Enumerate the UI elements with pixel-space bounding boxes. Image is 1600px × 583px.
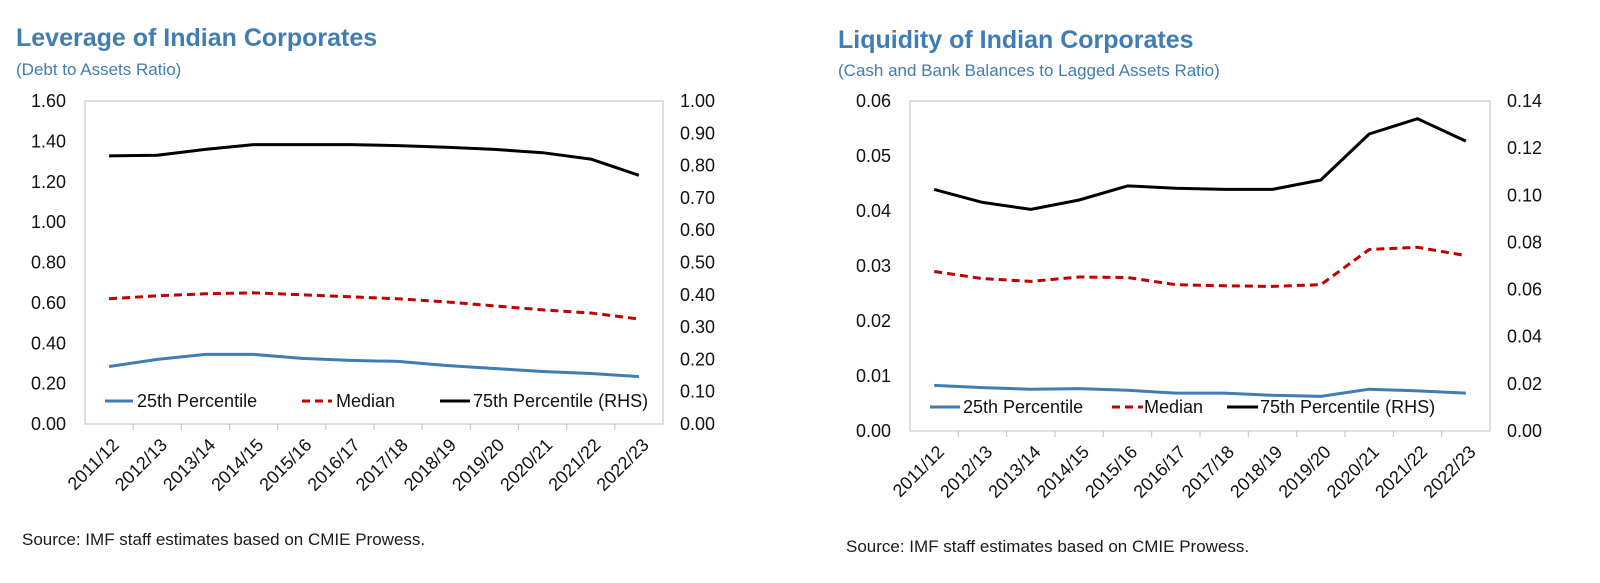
y-axis-left-tick-label: 0.02: [856, 311, 891, 331]
y-axis-right-tick-label: 1.00: [680, 91, 715, 111]
liquidity-line-chart: 0.00 0.01 0.02 0.03 0.04 0.05 0.06 0.00 0.02 0.04…: [856, 91, 1542, 502]
plot-area-frame: [909, 100, 1491, 432]
legend-label: 25th Percentile: [963, 397, 1083, 417]
x-axis-category-label: 2012/13: [111, 435, 171, 495]
y-axis-right-tick-label: 0.30: [680, 317, 715, 337]
x-axis-category-label: 2013/14: [985, 442, 1045, 502]
y-axis-left-tick-label: 0.05: [856, 146, 891, 166]
x-axis-category-label: 2016/17: [304, 435, 364, 495]
y-axis-right-tick-label: 0.10: [680, 382, 715, 402]
y-axis-right-tick-label: 0.10: [1507, 185, 1542, 205]
x-axis-category-label: 2019/20: [448, 435, 508, 495]
y-axis-right-tick-label: 0.08: [1507, 232, 1542, 252]
y-axis-right-tick-label: 0.02: [1507, 374, 1542, 394]
y-axis-right-tick-label: 0.60: [680, 220, 715, 240]
series-line-median: [109, 291, 640, 321]
legend-label: Median: [336, 391, 395, 411]
y-axis-left-tick-label: 0.40: [31, 333, 66, 353]
legend-label: 75th Percentile (RHS): [1260, 397, 1435, 417]
x-axis-category-label: 2017/18: [1178, 442, 1238, 502]
y-axis-right-tick-label: 0.40: [680, 285, 715, 305]
x-axis-category-label: 2013/14: [159, 435, 219, 495]
y-axis-right-tick-label: 0.70: [680, 188, 715, 208]
x-axis-category-label: 2022/23: [1420, 442, 1480, 502]
y-axis-left-tick-label: 0.00: [31, 414, 66, 434]
x-axis-category-label: 2022/23: [593, 435, 653, 495]
y-axis-right-tick-label: 0.20: [680, 349, 715, 369]
y-axis-left-tick-label: 1.40: [31, 131, 66, 151]
series-line-median: [933, 245, 1467, 288]
chart-subtitle: (Debt to Assets Ratio): [16, 60, 182, 79]
y-axis-left-tick-label: 0.80: [31, 253, 66, 273]
y-axis-right-tick-label: 0.00: [1507, 421, 1542, 441]
y-axis-right-tick-label: 0.90: [680, 123, 715, 143]
x-axis-category-label: 2019/20: [1275, 442, 1335, 502]
x-axis-category-label: 2015/16: [1081, 442, 1141, 502]
y-axis-right-tick-label: 0.04: [1507, 327, 1542, 347]
y-axis-right-tick-label: 0.80: [680, 156, 715, 176]
y-axis-left-tick-label: 0.60: [31, 293, 66, 313]
y-axis-left-tick-label: 1.60: [31, 91, 66, 111]
series-line-25th-percentile: [108, 352, 639, 379]
x-axis-category-label: 2021/22: [544, 435, 604, 495]
x-axis-category-label: 2020/21: [496, 435, 556, 495]
plot-area-frame: [84, 100, 664, 425]
y-axis-left-tick-label: 1.20: [31, 172, 66, 192]
legend-label: 25th Percentile: [137, 391, 257, 411]
x-axis-category-label: 2018/19: [400, 435, 460, 495]
y-axis-left-tick-label: 0.01: [856, 366, 891, 386]
y-axis-left-tick-label: 0.06: [856, 91, 891, 111]
x-axis-category-label: 2014/15: [1033, 442, 1093, 502]
x-axis-category-label: 2016/17: [1130, 442, 1190, 502]
legend-label: 75th Percentile (RHS): [473, 391, 648, 411]
source-note: Source: IMF staff estimates based on CMI…: [846, 537, 1250, 556]
y-axis-left-tick-label: 0.04: [856, 201, 891, 221]
y-axis-right-tick-label: 0.14: [1507, 91, 1542, 111]
legend-label: Median: [1144, 397, 1203, 417]
y-axis-left-tick-label: 0.03: [856, 256, 891, 276]
liquidity-chart-panel: Liquidity of Indian Corporates (Cash and…: [820, 0, 1600, 583]
x-axis-category-label: 2018/19: [1226, 442, 1286, 502]
source-note: Source: IMF staff estimates based on CMI…: [22, 530, 426, 549]
y-axis-left-tick-label: 1.00: [31, 212, 66, 232]
leverage-line-chart: 0.00 0.20 0.40 0.60 0.80 1.00 1.20 1.40 1.60 0.00…: [31, 91, 715, 495]
x-axis-category-label: 2012/13: [936, 442, 996, 502]
x-axis-category-label: 2017/18: [352, 435, 412, 495]
chart-title: Liquidity of Indian Corporates: [838, 26, 1194, 54]
x-axis-category-label: 2021/22: [1371, 442, 1431, 502]
chart-title: Leverage of Indian Corporates: [16, 24, 378, 52]
y-axis-left-tick-label: 0.20: [31, 374, 66, 394]
x-axis-category-label: 2015/16: [255, 435, 315, 495]
series-line-75th-percentile-rhs: [933, 117, 1467, 211]
x-axis-category-label: 2014/15: [207, 435, 267, 495]
y-axis-right-tick-label: 0.00: [680, 414, 715, 434]
leverage-chart-panel: Leverage of Indian Corporates (Debt to A…: [16, 24, 715, 549]
series-line-25th-percentile: [934, 383, 1466, 398]
y-axis-right-tick-label: 0.12: [1507, 138, 1542, 158]
series-line-75th-percentile-rhs: [109, 143, 640, 177]
y-axis-left-tick-label: 0.00: [856, 421, 891, 441]
chart-subtitle: (Cash and Bank Balances to Lagged Assets…: [838, 61, 1220, 80]
x-axis-category-label: 2020/21: [1323, 442, 1383, 502]
y-axis-right-tick-label: 0.06: [1507, 280, 1542, 300]
y-axis-right-tick-label: 0.50: [680, 253, 715, 273]
